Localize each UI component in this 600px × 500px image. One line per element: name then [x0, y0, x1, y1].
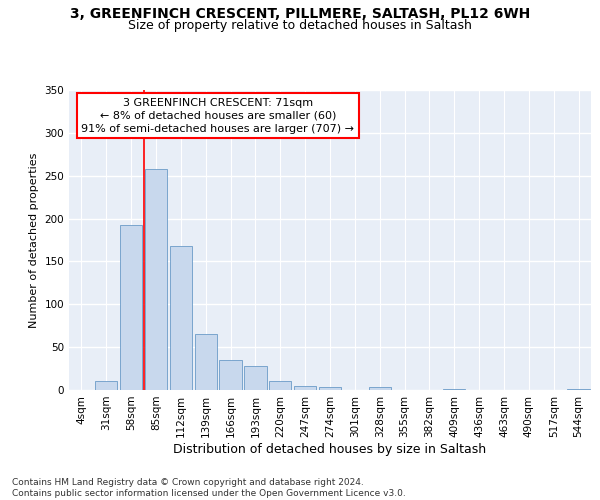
Text: 3 GREENFINCH CRESCENT: 71sqm
← 8% of detached houses are smaller (60)
91% of sem: 3 GREENFINCH CRESCENT: 71sqm ← 8% of det…: [81, 98, 354, 134]
Bar: [568, 389, 590, 390]
Text: 3, GREENFINCH CRESCENT, PILLMERE, SALTASH, PL12 6WH: 3, GREENFINCH CRESCENT, PILLMERE, SALTAS…: [70, 8, 530, 22]
Bar: [220, 360, 242, 390]
Bar: [443, 389, 466, 390]
Bar: [145, 169, 167, 390]
Bar: [244, 366, 266, 390]
Y-axis label: Number of detached properties: Number of detached properties: [29, 152, 39, 328]
Bar: [368, 388, 391, 390]
Bar: [194, 334, 217, 390]
Bar: [95, 382, 118, 390]
Bar: [319, 386, 341, 390]
Text: Size of property relative to detached houses in Saltash: Size of property relative to detached ho…: [128, 18, 472, 32]
X-axis label: Distribution of detached houses by size in Saltash: Distribution of detached houses by size …: [173, 442, 487, 456]
Bar: [170, 246, 192, 390]
Text: Contains HM Land Registry data © Crown copyright and database right 2024.
Contai: Contains HM Land Registry data © Crown c…: [12, 478, 406, 498]
Bar: [294, 386, 316, 390]
Bar: [269, 380, 292, 390]
Bar: [120, 226, 142, 390]
